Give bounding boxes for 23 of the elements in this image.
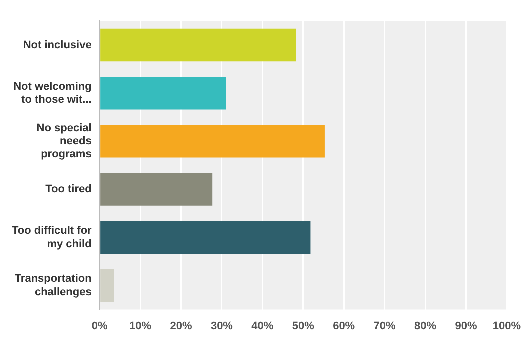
x-tick-label: 60%	[333, 320, 356, 332]
x-tick-label: 70%	[374, 320, 396, 332]
x-tick-label: 10%	[130, 320, 152, 332]
y-tick-label: Transportation challenges	[14, 273, 92, 298]
bar	[100, 221, 311, 254]
bar	[100, 28, 296, 62]
x-tick-label: 40%	[252, 320, 274, 332]
bar	[100, 269, 114, 302]
bar	[100, 125, 325, 158]
y-tick-label: No special needs programs	[36, 122, 92, 161]
y-tick-label: Too tired	[46, 184, 92, 196]
x-tick-label: 0%	[92, 320, 108, 332]
y-tick-label: Too difficult for my child	[12, 225, 93, 250]
y-tick-label: Not welcoming to those wit...	[14, 80, 92, 106]
x-tick-label: 20%	[170, 320, 192, 332]
x-tick-label: 100%	[492, 320, 522, 332]
x-tick-label: 30%	[210, 320, 234, 332]
x-tick-label: 80%	[414, 320, 437, 332]
y-tick-label: Not inclusive	[23, 39, 92, 52]
x-tick-label: 90%	[455, 320, 478, 332]
bar	[100, 173, 213, 206]
bar	[100, 76, 226, 110]
x-tick-label: 50%	[292, 320, 315, 332]
